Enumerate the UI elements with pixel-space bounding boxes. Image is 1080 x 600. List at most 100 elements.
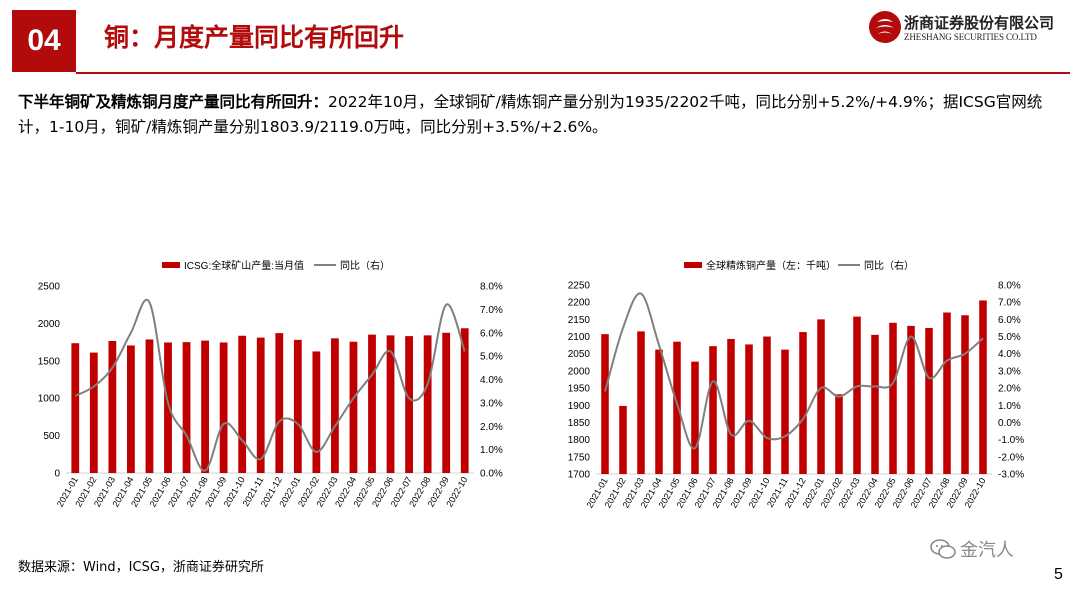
left-chart-yoy-line [74,298,466,472]
left-chart-bar [145,339,154,473]
right-chart-y-tick-label: 1700 [568,470,591,481]
right-chart-y2-tick-label: -1.0% [998,435,1024,446]
left-chart-bar [442,332,451,473]
left-chart-y-tick-label: 1500 [38,356,61,367]
left-chart-y2-tick-label: 0.0% [480,469,503,480]
left-chart-bar [108,340,117,473]
right-chart-bar [853,316,861,474]
left-chart-bar [238,335,247,473]
refined-copper-output-chart-svg: 1700 1750 1800 1850 1900 1950 2000 2050 2100 2150… [568,259,1024,510]
left-chart-y2-tick-label: 3.0% [480,398,503,409]
watermark-text: 金汽人 [960,540,1014,561]
left-chart-bar [71,343,80,473]
right-chart-y2-tick-label: -3.0% [998,470,1024,481]
right-chart-bar [889,322,897,474]
right-chart-legend-bar-label: 全球精炼铜产量（左：千吨） [706,259,836,272]
left-chart-legend-line-label: 同比（右） [340,259,390,272]
right-chart-y-tick-label: 2000 [568,366,591,377]
left-chart-bar [219,342,228,473]
copper-mine-output-chart-svg: 0 500 1000 1500 2000 2500 0.0% 1.0% 2.0% 3.0% 4.0%… [38,259,503,509]
right-chart-y2-tick-label: -2.0% [998,452,1024,463]
right-chart-bar [817,319,825,474]
right-chart-yoy-line [604,292,984,450]
right-chart-y2-tick-label: 2.0% [998,384,1021,395]
right-chart-y2-tick-label: 3.0% [998,366,1021,377]
left-chart-bar [405,336,413,473]
right-chart-bar [925,327,933,474]
watermark: 金汽人 [930,536,1014,562]
left-chart-bar [460,328,469,473]
copper-mine-output-chart: 0 500 1000 1500 2000 2500 0.0% 1.0% 2.0% 3.0% 4.0%… [16,255,521,515]
summary-lead: 下半年铜矿及精炼铜月度产量同比有所回升： [18,93,329,111]
right-chart-bar [673,341,681,474]
right-chart-bar [943,312,951,474]
left-chart-bar [423,335,432,473]
right-chart-y-tick-label: 1950 [568,384,591,395]
page-number: 5 [1054,566,1063,583]
data-source-note: 数据来源：Wind，ICSG，浙商证券研究所 [18,560,264,575]
right-chart-bar [871,334,879,474]
left-chart-y2-tick-label: 5.0% [480,352,503,363]
right-chart-y2-tick-label: 4.0% [998,349,1021,360]
right-chart-bar [691,361,699,474]
left-chart-bar [256,337,265,473]
left-chart-bar [182,342,191,473]
left-chart-y-tick-label: 1000 [38,394,61,405]
right-chart-legend-bar-swatch [684,262,702,268]
left-chart-bar [312,351,321,473]
left-chart-y2-tick-label: 6.0% [480,328,503,339]
right-chart-bar [781,349,789,474]
left-chart-y2-tick-label: 8.0% [480,282,503,293]
right-chart-bar [619,405,627,474]
left-chart-bar [201,340,209,473]
refined-copper-output-chart: 1700 1750 1800 1850 1900 1950 2000 2050 2100 2150… [548,255,1053,515]
right-chart-legend-line-label: 同比（右） [864,259,914,272]
left-chart-bar [127,345,135,473]
right-chart-y-tick-label: 2250 [568,281,591,292]
company-logo-icon [869,11,901,43]
right-chart-bar [655,349,663,474]
right-chart-y2-tick-label: 6.0% [998,315,1021,326]
right-chart-y-tick-label: 2100 [568,332,591,343]
right-chart-bar [763,336,771,474]
company-name-en: ZHESHANG SECURITIES CO.LTD [904,32,1037,42]
left-chart-bar [349,341,358,473]
page-title: 铜：月度产量同比有所回升 [104,23,405,52]
right-chart-y2-tick-label: 5.0% [998,332,1021,343]
left-chart-bar [331,338,339,473]
right-chart-y2-tick-label: 1.0% [998,401,1021,412]
company-name-cn: 浙商证券股份有限公司 [904,14,1055,32]
right-chart-bar [727,338,735,474]
right-chart-bar [637,331,645,474]
company-logo: 浙商证券股份有限公司 ZHESHANG SECURITIES CO.LTD [868,10,1068,50]
left-chart-bar [293,339,302,473]
right-chart-bar [745,344,753,474]
left-chart-legend-bar-label: ICSG:全球矿山产量:当月值 [184,259,304,272]
right-chart-y-tick-label: 2050 [568,349,591,360]
summary-body: 2022年10月，全球铜矿/精炼铜产量分别为1935/2202千吨，同比分别+5… [18,93,1043,136]
left-chart-y2-tick-label: 4.0% [480,375,503,386]
left-chart-y2-tick-label: 7.0% [480,305,503,316]
left-chart-y-tick-label: 2500 [38,282,61,293]
left-chart-y-tick-label: 500 [43,431,60,442]
right-chart-bar [835,394,843,474]
right-chart-y-tick-label: 2200 [568,298,591,309]
left-chart-y-tick-label: 2000 [38,319,61,330]
right-chart-y-tick-label: 1850 [568,418,591,429]
left-chart-bar [368,334,376,473]
title-divider [76,72,1070,74]
left-chart-y2-tick-label: 2.0% [480,422,503,433]
right-chart-bar [907,325,915,474]
left-chart-bar [386,335,395,473]
right-chart-y2-tick-label: 7.0% [998,298,1021,309]
left-chart-bar [275,333,284,473]
right-chart-y2-tick-label: 0.0% [998,418,1021,429]
summary-text: 下半年铜矿及精炼铜月度产量同比有所回升：2022年10月，全球铜矿/精炼铜产量分… [18,90,1068,140]
left-chart-y-tick-label: 0 [54,469,60,480]
right-chart-bar [601,334,609,474]
right-chart-bar [709,346,717,474]
left-chart-y2-tick-label: 1.0% [480,445,503,456]
right-chart-y2-tick-label: 8.0% [998,281,1021,292]
right-chart-y-tick-label: 1800 [568,435,591,446]
right-chart-y-tick-label: 2150 [568,315,591,326]
